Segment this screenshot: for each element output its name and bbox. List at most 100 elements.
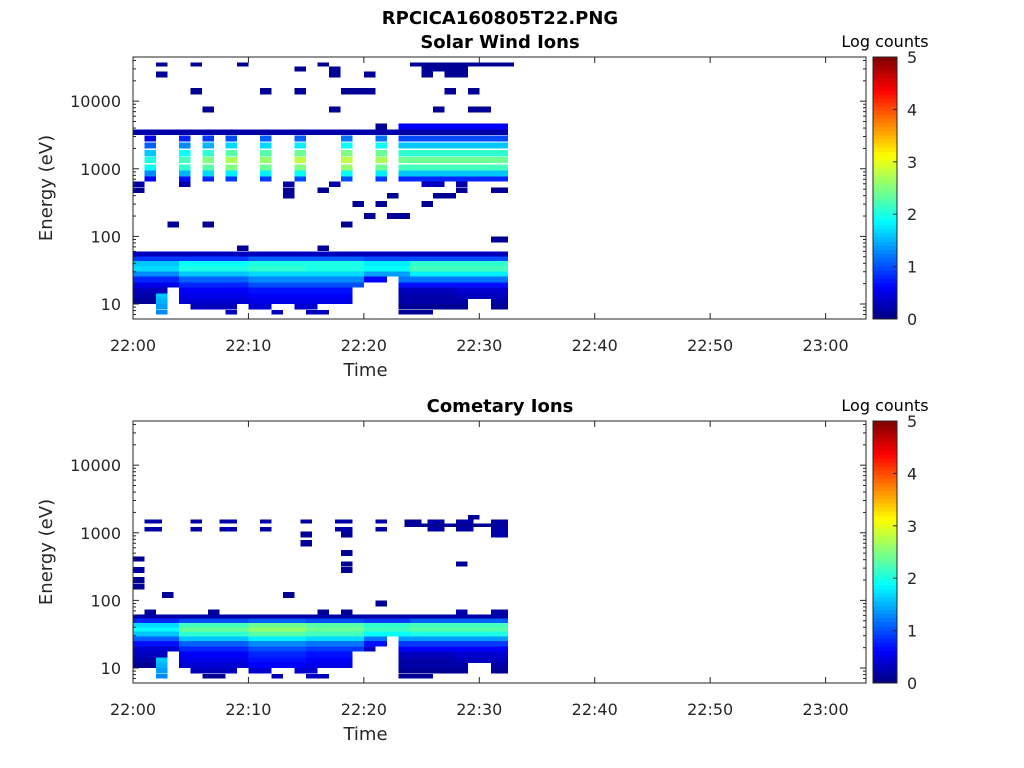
heatmap-cell (306, 618, 364, 623)
colorbar-swatch (873, 547, 897, 553)
x-tick-label: 22:50 (687, 700, 733, 719)
colorbar-swatch (873, 294, 897, 300)
colorbar-swatch (873, 118, 897, 124)
colorbar-tick-label: 4 (907, 100, 917, 119)
colorbar-swatch (873, 421, 897, 426)
heatmap-cell (179, 164, 191, 171)
heatmap-cell (179, 618, 249, 623)
heatmap-cell (179, 631, 249, 637)
colorbar-swatch (873, 298, 897, 304)
colorbar-tick-label: 1 (907, 622, 917, 641)
heatmap-cell (490, 187, 509, 193)
heatmap-cell (260, 526, 272, 532)
colorbar-tick-label: 2 (907, 569, 917, 588)
colorbar-swatch (873, 269, 897, 275)
colorbar-swatch (873, 519, 897, 524)
colorbar-swatch (873, 188, 897, 193)
heatmap-cell (317, 187, 330, 193)
heatmap-cell (398, 156, 509, 163)
heatmap-cell (398, 662, 468, 669)
heatmap-cell (363, 88, 376, 95)
colorbar-swatch (873, 261, 897, 267)
x-tick-label: 22:30 (456, 700, 502, 719)
heatmap-cell (363, 266, 411, 272)
colorbar-swatch (873, 196, 897, 201)
colorbar-tick-label: 5 (907, 48, 917, 67)
heatmap-cell (340, 567, 353, 574)
colorbar-swatch (873, 257, 897, 263)
heatmap-cell (248, 641, 307, 647)
heatmap-cell (271, 309, 283, 315)
colorbar-swatch (873, 228, 897, 234)
heatmap-cell (306, 651, 353, 658)
heatmap-cell (421, 71, 434, 78)
colorbar-swatch (873, 613, 897, 619)
heatmap-cell (179, 150, 191, 157)
heatmap-cell (248, 256, 364, 261)
heatmap-cell (387, 213, 411, 220)
heatmap-cell (179, 266, 249, 272)
colorbar-swatch (873, 77, 897, 83)
heatmap-cell (340, 88, 364, 95)
heatmap-cell (294, 668, 318, 674)
y-axis-label: Energy (eV) (36, 135, 57, 241)
heatmap-cell (335, 519, 353, 524)
colorbar-swatch (873, 621, 897, 627)
heatmap-cell (179, 651, 249, 658)
colorbar-swatch (873, 159, 897, 165)
colorbar-swatch (873, 249, 897, 255)
heatmap-cell (329, 66, 341, 72)
colorbar-swatch (873, 273, 897, 279)
heatmap-cell (248, 293, 307, 299)
colorbar-swatch (873, 609, 897, 614)
heatmap-cell (144, 170, 156, 177)
heatmap-cell (190, 519, 203, 524)
heatmap-cell (427, 519, 445, 524)
heatmap-cell (161, 592, 174, 599)
heatmap-cell (294, 164, 307, 171)
colorbar-swatch (873, 106, 897, 111)
heatmap-cell (456, 287, 509, 294)
heatmap-cell (179, 287, 249, 294)
colorbar-swatch (873, 237, 897, 242)
colorbar-swatch (873, 523, 897, 529)
heatmap-cell (225, 135, 237, 142)
colorbar-swatch (873, 670, 897, 676)
colorbar-swatch (873, 564, 897, 569)
heatmap-cell (179, 641, 249, 647)
colorbar-swatch (873, 490, 897, 496)
heatmap-cell (133, 271, 180, 277)
heatmap-cell (456, 657, 509, 663)
heatmap-cell (144, 142, 156, 149)
heatmap-cell (133, 636, 180, 642)
colorbar-swatch (873, 429, 897, 434)
heatmap-cell (144, 164, 156, 171)
colorbar-swatch (873, 527, 897, 533)
colorbar-swatch (873, 192, 897, 197)
heatmap-cell (340, 531, 353, 538)
x-tick-label: 22:30 (456, 336, 502, 355)
y-tick-label: 10000 (70, 456, 121, 475)
colorbar-swatch (873, 597, 897, 602)
heatmap-cell (300, 519, 312, 524)
heatmap-cell (398, 298, 468, 305)
heatmap-cell (248, 657, 307, 663)
heatmap-cell (156, 657, 168, 663)
colorbar-swatch (873, 457, 897, 463)
heatmap-cell (340, 170, 353, 177)
heatmap-cell (375, 519, 387, 524)
heatmap-cell (179, 636, 249, 642)
x-tick-label: 22:50 (687, 336, 733, 355)
heatmap-cell (133, 583, 145, 590)
heatmap-cell (294, 156, 307, 163)
colorbar-swatch (873, 241, 897, 246)
colorbar-tick-label: 3 (907, 517, 917, 536)
heatmap-cell (294, 88, 307, 95)
heatmap-cell (433, 193, 457, 199)
colorbar-frame (872, 56, 898, 320)
colorbar-swatch (873, 265, 897, 271)
heatmap-cell (248, 304, 272, 310)
heatmap-cell (306, 623, 364, 628)
